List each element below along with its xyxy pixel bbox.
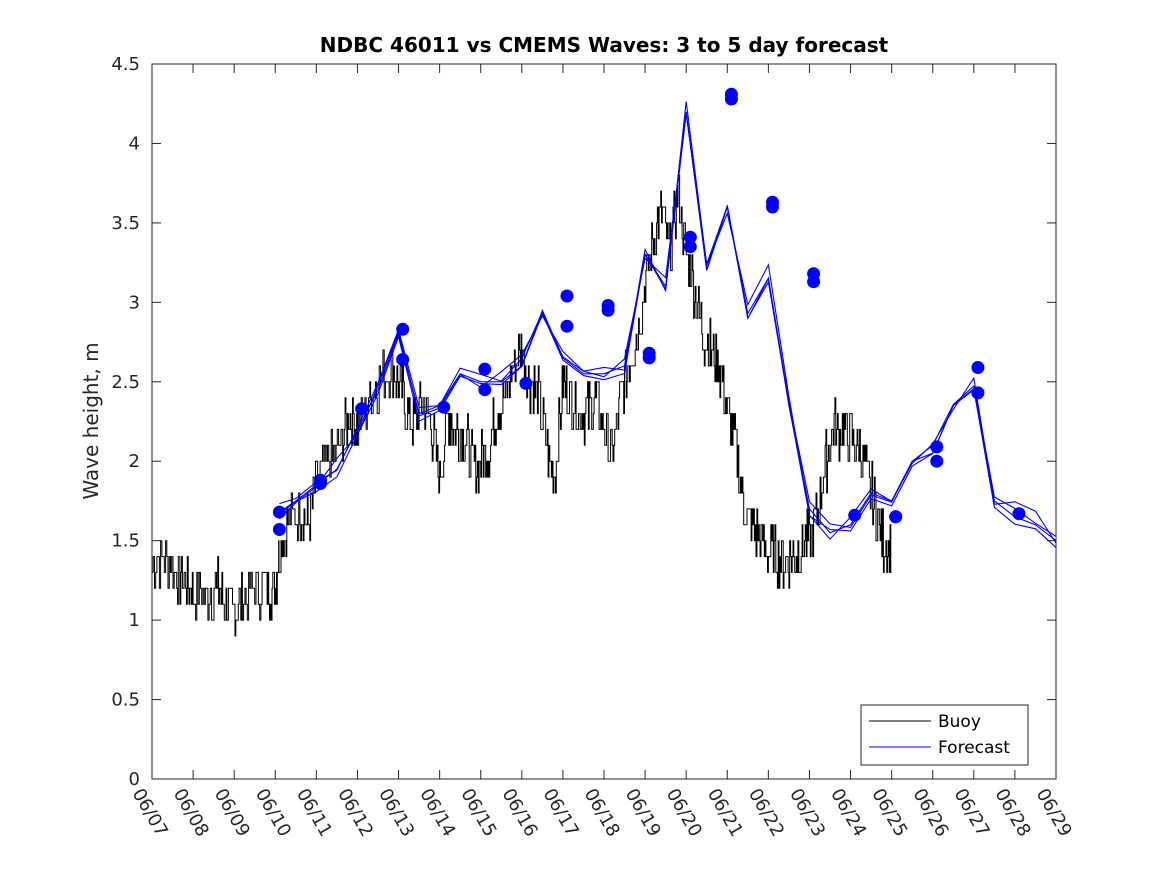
series-group bbox=[152, 87, 1056, 637]
y-tick-label: 3 bbox=[129, 292, 140, 313]
y-axis-label: Wave height, m bbox=[79, 342, 103, 499]
forecast-marker bbox=[642, 351, 656, 365]
forecast-marker bbox=[724, 92, 738, 106]
y-tick-label: 4 bbox=[129, 133, 140, 154]
forecast-marker bbox=[683, 230, 697, 244]
chart-title: NDBC 46011 vs CMEMS Waves: 3 to 5 day fo… bbox=[320, 33, 889, 57]
forecast-marker bbox=[971, 361, 985, 374]
y-tick-label: 3.5 bbox=[111, 213, 140, 234]
forecast-marker bbox=[519, 376, 533, 390]
forecast-marker bbox=[396, 353, 410, 366]
y-tick-label: 0.5 bbox=[111, 690, 140, 711]
forecast-marker bbox=[437, 400, 451, 414]
y-tick-label: 2.5 bbox=[111, 372, 140, 393]
y-tick-label: 4.5 bbox=[111, 54, 140, 75]
y-tick-label: 2 bbox=[129, 451, 140, 472]
forecast-marker bbox=[272, 523, 286, 536]
legend-buoy-label: Buoy bbox=[938, 712, 981, 732]
legend: Buoy Forecast bbox=[860, 704, 1029, 766]
forecast-marker bbox=[1012, 507, 1026, 521]
forecast-marker bbox=[560, 289, 574, 303]
y-tick-label: 1.5 bbox=[111, 531, 140, 552]
forecast-marker bbox=[601, 303, 615, 317]
forecast-marker bbox=[683, 240, 697, 254]
buoy-series-line bbox=[152, 174, 892, 637]
forecast-marker bbox=[930, 454, 944, 468]
forecast-marker bbox=[478, 362, 492, 376]
forecast-marker bbox=[930, 440, 944, 454]
forecast-marker bbox=[971, 386, 985, 400]
forecast-marker bbox=[314, 477, 327, 490]
forecast-marker bbox=[396, 322, 410, 336]
forecast-marker bbox=[807, 275, 821, 289]
legend-box bbox=[860, 704, 1029, 766]
y-tick-label: 1 bbox=[129, 610, 140, 631]
plot-frame bbox=[151, 63, 1057, 780]
forecast-marker bbox=[889, 510, 903, 524]
forecast-marker bbox=[272, 505, 286, 519]
forecast-marker bbox=[355, 402, 369, 416]
forecast-marker bbox=[560, 319, 574, 333]
forecast-marker bbox=[848, 508, 862, 522]
forecast-marker bbox=[478, 383, 492, 397]
y-tick-label: 0 bbox=[129, 769, 140, 790]
legend-forecast-label: Forecast bbox=[938, 738, 1010, 758]
forecast-marker bbox=[766, 200, 779, 214]
